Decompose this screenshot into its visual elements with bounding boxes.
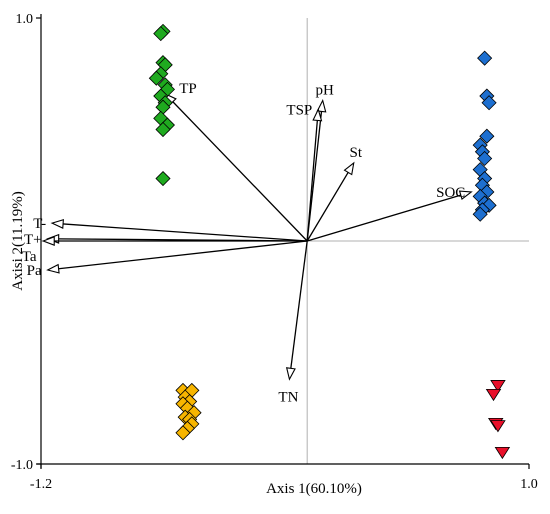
point-diamond: [153, 26, 169, 42]
vector-arrowhead-tsp: [312, 107, 323, 122]
vector-line-tn: [290, 240, 308, 369]
vector-line-tsp: [306, 120, 318, 242]
point-triangle: [494, 446, 511, 460]
vector-arrowhead-pa: [46, 263, 60, 274]
point-diamond: [477, 50, 493, 66]
vector-arrowhead-st: [343, 161, 355, 176]
axis-text: Axis 1(60.10%) Axisi 2(11.19%) 1.0 -1.0 -1…: [10, 12, 538, 497]
y-axis-label: Axisi 2(11.19%): [10, 191, 26, 290]
vector-line-st: [306, 172, 349, 242]
vector-label-ta: Ta: [22, 249, 37, 265]
vector-label-tn: TN: [278, 389, 298, 405]
vector-label-t: T+: [24, 232, 42, 248]
vector-label-st: St: [350, 145, 363, 161]
point-diamond: [175, 425, 191, 441]
vector-line-pa: [58, 240, 308, 270]
point-diamond: [479, 128, 495, 144]
y-tick-label: -1.0: [11, 458, 33, 473]
y-tick-label: 1.0: [16, 12, 34, 27]
biplot-vectors: [41, 92, 473, 381]
point-diamond: [148, 70, 164, 86]
point-diamond: [477, 150, 493, 167]
vector-label-tp: TP: [179, 81, 197, 97]
plot-frame: [36, 14, 530, 469]
vector-arrowhead-t: [50, 218, 64, 229]
point-diamond: [472, 206, 488, 222]
vector-line-soc: [306, 194, 461, 242]
vector-arrowhead-ph: [316, 98, 327, 113]
x-tick-label: -1.2: [30, 477, 52, 492]
vector-label-pa: Pa: [27, 263, 42, 279]
point-triangle: [485, 388, 502, 402]
sample-points: [148, 23, 511, 460]
vector-label-tsp: TSP: [286, 102, 312, 118]
vector-line-t: [63, 223, 308, 242]
vector-label-t: T-: [33, 216, 46, 232]
vector-label-soc: SOC: [436, 185, 465, 201]
x-axis-label: Axis 1(60.10%): [266, 481, 362, 497]
x-tick-label: 1.0: [520, 477, 538, 492]
point-triangle: [490, 420, 506, 433]
point-triangle: [490, 380, 506, 393]
point-diamond: [155, 121, 171, 138]
point-diamond: [481, 95, 497, 111]
point-diamond: [155, 170, 171, 187]
vector-line-tp: [172, 101, 308, 242]
vector-arrowhead-tn: [285, 367, 296, 381]
vector-label-ph: pH: [316, 83, 335, 99]
vector-arrowhead-ta: [41, 236, 55, 246]
vector-arrowhead-soc: [458, 190, 473, 201]
